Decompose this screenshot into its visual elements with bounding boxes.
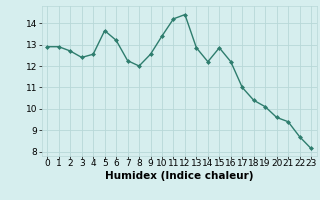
X-axis label: Humidex (Indice chaleur): Humidex (Indice chaleur)	[105, 171, 253, 181]
